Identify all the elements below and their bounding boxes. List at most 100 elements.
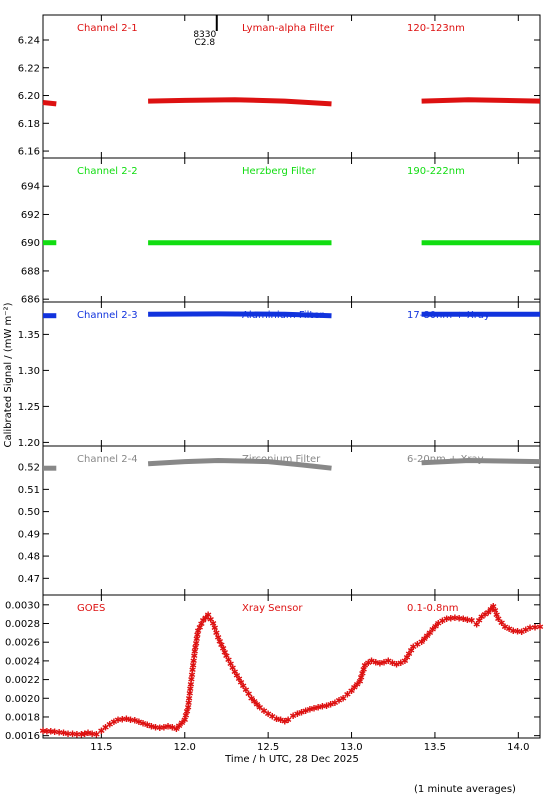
data-point: ✱: [73, 730, 81, 740]
data-point: ✱: [310, 705, 318, 715]
data-point: ✱: [160, 723, 168, 733]
data-point: ✱: [451, 614, 459, 624]
data-point: ✱: [481, 611, 489, 621]
data-point: ✱: [55, 729, 63, 739]
y-tick-label: 686: [21, 295, 40, 306]
panel-label: 0.1-0.8nm: [407, 603, 459, 614]
data-point: ✱: [223, 652, 231, 662]
data-point: ✱: [231, 668, 239, 678]
y-tick-label: 0.48: [18, 552, 40, 563]
data-point: ✱: [188, 671, 196, 681]
data-point: ✱: [189, 662, 197, 672]
data-point: ✱: [501, 623, 509, 633]
data-point: ✱: [47, 728, 55, 738]
series-ch2-4: [43, 457, 541, 471]
data-point: ✱: [344, 691, 352, 701]
data-point: ✱: [81, 730, 89, 740]
data-point: ✱: [198, 620, 206, 630]
data-point: ✱: [485, 608, 493, 618]
data-point: ✱: [522, 626, 530, 636]
data-point: ✱: [409, 643, 417, 653]
panel-ch2-4: 0.47 0.48 0.49 0.50 0.51 0.52 Channel 2-4 Zirco…: [18, 445, 541, 596]
data-point: ✱: [432, 623, 440, 633]
data-point: ✱: [143, 721, 151, 731]
y-tick-label: 6.18: [18, 119, 40, 130]
data-segment: [42, 100, 57, 107]
data-point: ✱: [194, 631, 202, 641]
y-tick-label: 0.0018: [5, 712, 40, 723]
x-tick-label: 13.0: [340, 742, 362, 753]
data-point: ✱: [468, 617, 476, 627]
x-tick-label: 12.5: [257, 742, 279, 753]
y-tick-label: 1.25: [18, 402, 40, 413]
panel-frame: [42, 14, 541, 159]
panel-label: Lyman-alpha Filter: [242, 23, 335, 34]
data-point: ✱: [229, 664, 237, 674]
data-point: ✱: [493, 611, 501, 621]
data-point: ✱: [43, 727, 51, 737]
data-point: ✱: [237, 679, 245, 689]
data-point: ✱: [335, 697, 343, 707]
panel-label: Channel 2-2: [77, 166, 138, 177]
data-point: ✱: [372, 658, 380, 668]
series-ch2-3: [43, 311, 540, 319]
data-point: ✱: [380, 658, 388, 668]
data-point: ✱: [447, 614, 455, 624]
data-point: ✱: [88, 730, 96, 740]
data-point: ✱: [319, 703, 327, 713]
data-point: ✱: [118, 715, 126, 725]
data-point: ✱: [289, 712, 297, 722]
panel-label: GOES: [77, 603, 105, 614]
data-point: ✱: [284, 716, 292, 726]
data-point: ✱: [182, 712, 190, 722]
data-point: ✱: [389, 659, 397, 669]
panel-label: 17-80nm + Xray: [407, 310, 490, 321]
data-point: ✱: [490, 603, 498, 613]
data-point: ✱: [455, 614, 463, 624]
panel-frame: [42, 594, 541, 739]
data-point: ✱: [192, 643, 200, 653]
data-segment: [147, 457, 332, 471]
data-point: ✱: [323, 702, 331, 712]
y-tick-label: 690: [21, 238, 40, 249]
data-point: ✱: [514, 627, 522, 637]
data-point: ✱: [114, 716, 122, 726]
panel-frame: [42, 157, 541, 303]
y-tick-label: 0.0026: [5, 638, 40, 649]
data-point: ✱: [69, 730, 77, 740]
panel-label: Xray Sensor: [242, 603, 303, 614]
data-point: ✱: [475, 617, 483, 627]
y-tick-label: 0.0024: [5, 656, 40, 667]
data-point: ✱: [277, 716, 285, 726]
data-point: ✱: [51, 728, 59, 738]
data-point: ✱: [421, 635, 429, 645]
data-point: ✱: [351, 684, 359, 694]
panels-layer: 6.16 6.18 6.20 6.22 6.24 Channel 2-1 Lyman-alp…: [5, 14, 544, 742]
data-point: ✱: [518, 628, 526, 638]
data-point: ✱: [526, 624, 534, 634]
x-tick-label: 14.0: [507, 742, 529, 753]
data-point: ✱: [214, 634, 222, 644]
data-point: ✱: [401, 657, 409, 667]
data-point: ✱: [250, 697, 258, 707]
data-point: ✱: [191, 648, 199, 658]
data-point: ✱: [498, 619, 506, 629]
y-tick-label: 0.0030: [5, 600, 40, 611]
footnote: (1 minute averages): [414, 784, 516, 795]
data-point: ✱: [495, 615, 503, 625]
data-point: ✱: [418, 638, 426, 648]
data-point: ✱: [239, 682, 247, 692]
data-point: ✱: [181, 716, 189, 726]
data-segment: [148, 311, 332, 319]
y-tick-label: 1.30: [18, 366, 40, 377]
data-point: ✱: [219, 645, 227, 655]
data-segment: [148, 97, 332, 107]
data-point: ✱: [178, 719, 186, 729]
data-point: ✱: [233, 672, 241, 682]
data-point: ✱: [434, 620, 442, 630]
data-point: ✱: [368, 657, 376, 667]
data-point: ✱: [193, 635, 201, 645]
data-point: ✱: [384, 657, 392, 667]
data-point: ✱: [464, 616, 472, 626]
data-point: ✱: [227, 660, 235, 670]
